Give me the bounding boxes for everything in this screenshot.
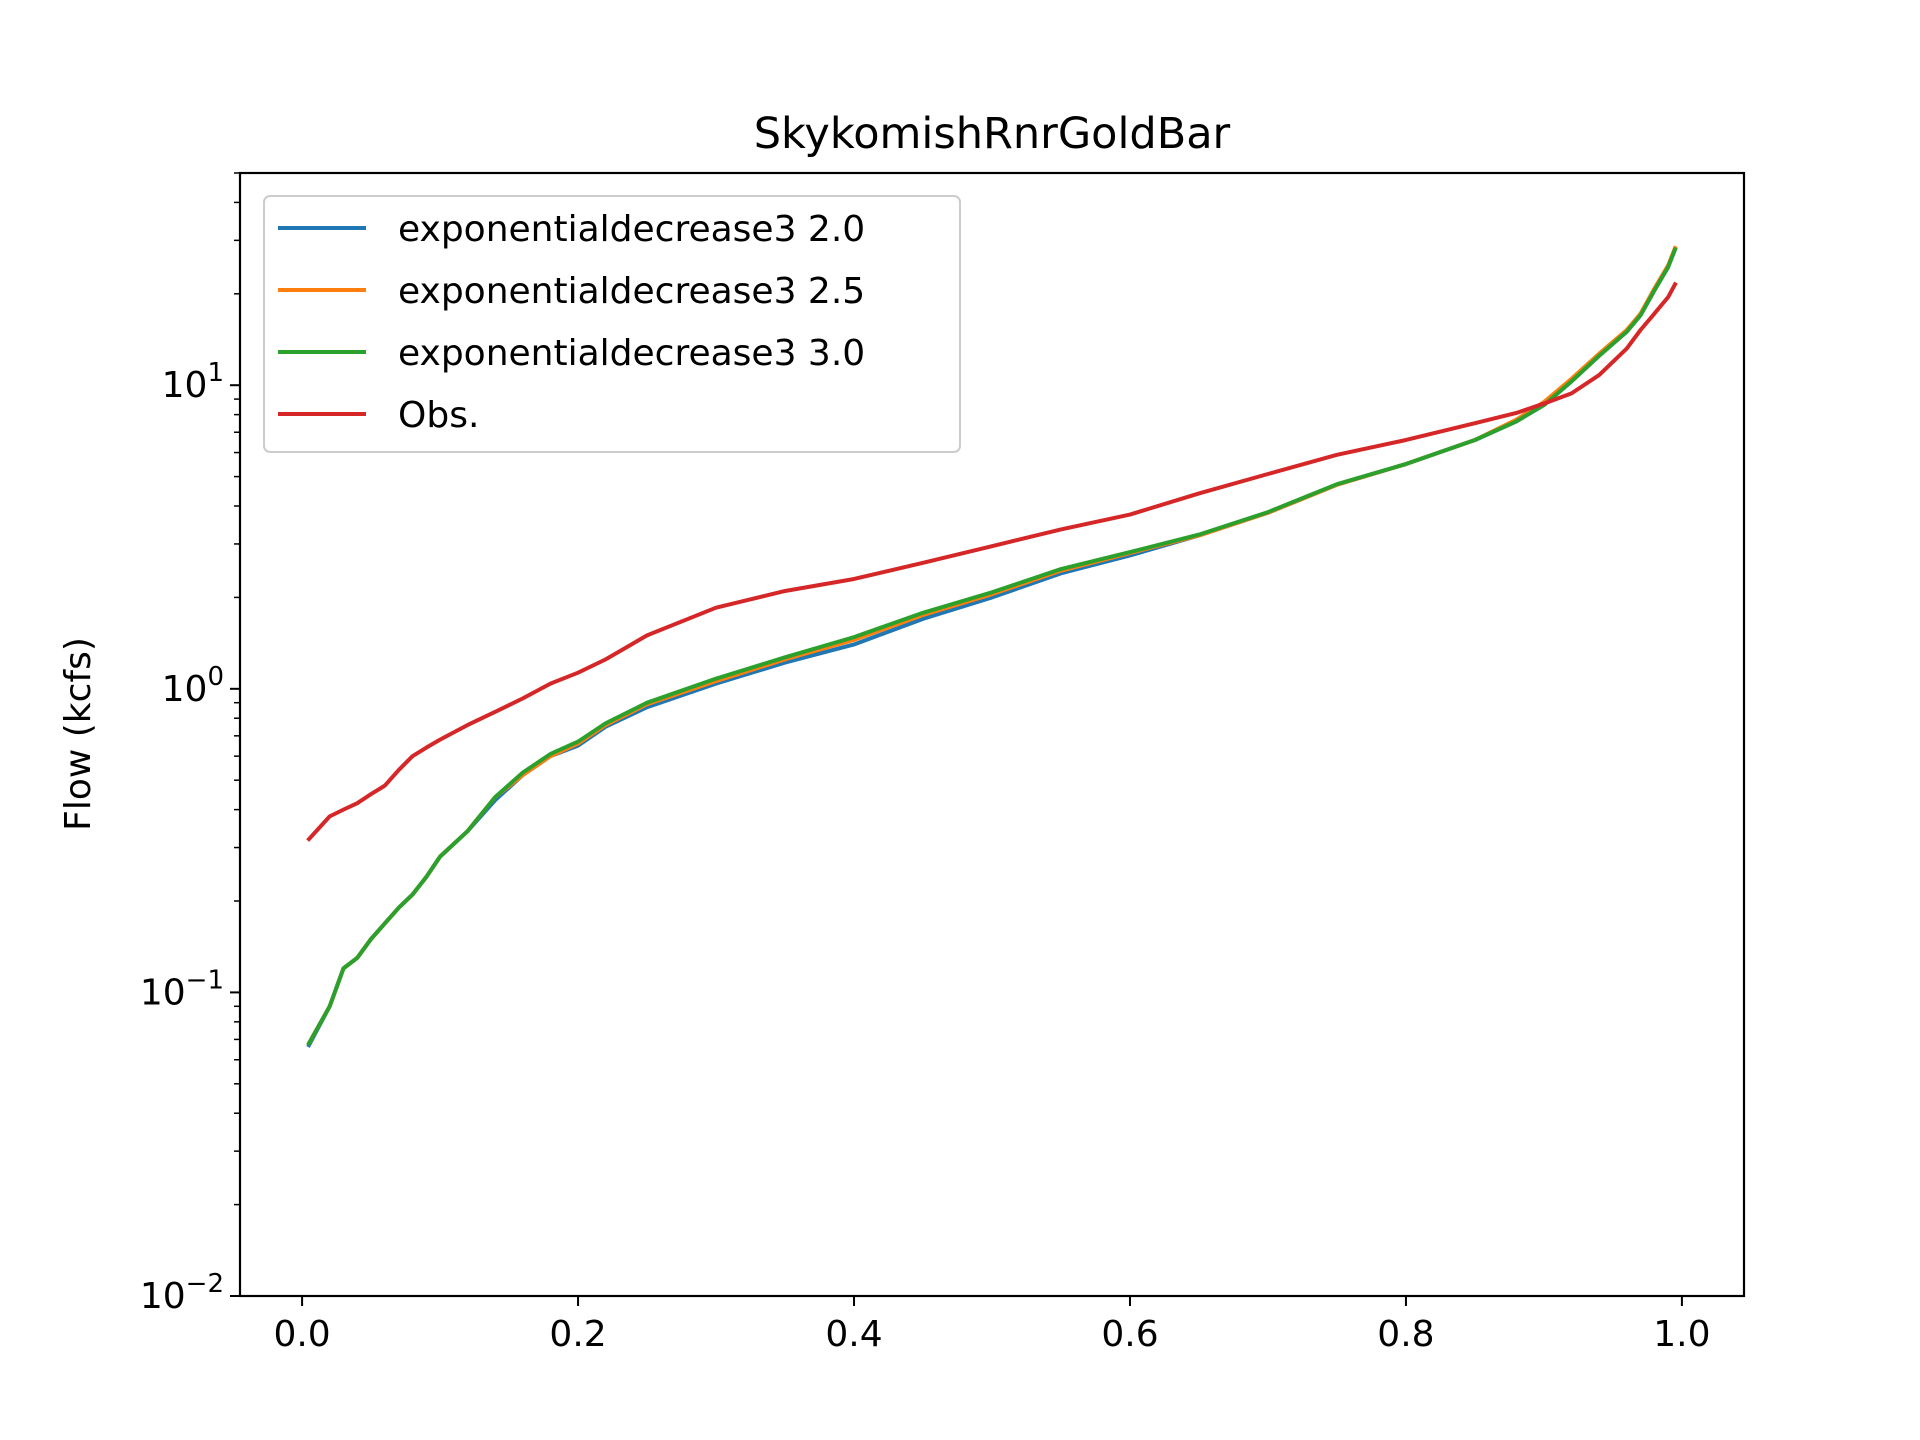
y-tick-exponent: 0 [207,662,224,692]
x-tick-label: 0.0 [273,1314,330,1355]
y-tick-label: 101 [162,358,224,406]
x-tick-label: 1.0 [1653,1314,1710,1355]
x-tick-label: 0.2 [549,1314,606,1355]
y-tick-exponent: 1 [207,358,224,388]
x-tick-label: 0.6 [1101,1314,1158,1355]
chart-title: SkykomishRnrGoldBar [754,109,1231,159]
y-tick-exponent: −2 [186,1269,224,1299]
series-layer [306,245,1678,1048]
legend: exponentialdecrease3 2.0 exponentialdecre… [263,195,961,453]
legend-label: exponentialdecrease3 2.5 [398,271,865,312]
legend-label: exponentialdecrease3 3.0 [398,333,865,374]
x-tick-label: 0.4 [825,1314,882,1355]
series-line-3 [306,246,1678,1046]
series-line-4 [306,281,1678,842]
legend-label: Obs. [398,395,479,436]
legend-label: exponentialdecrease3 2.0 [398,209,865,250]
y-tick-exponent: −1 [186,965,224,995]
x-tick-label: 0.8 [1377,1314,1434,1355]
y-tick-label: 10−2 [140,1269,224,1317]
y-tick-label: 100 [162,662,224,710]
x-axis: 0.0 0.2 0.4 0.6 0.8 1.0 [273,1296,1711,1355]
y-tick-base: 10 [140,1276,186,1317]
plot-frame [238,171,1746,1298]
y-tick-label: 10−1 [140,965,224,1013]
legend-box [263,195,961,453]
y-tick-base: 10 [162,365,208,406]
y-tick-base: 10 [140,972,186,1013]
y-tick-base: 10 [162,669,208,710]
y-axis-label: Flow (kcfs) [58,637,99,831]
